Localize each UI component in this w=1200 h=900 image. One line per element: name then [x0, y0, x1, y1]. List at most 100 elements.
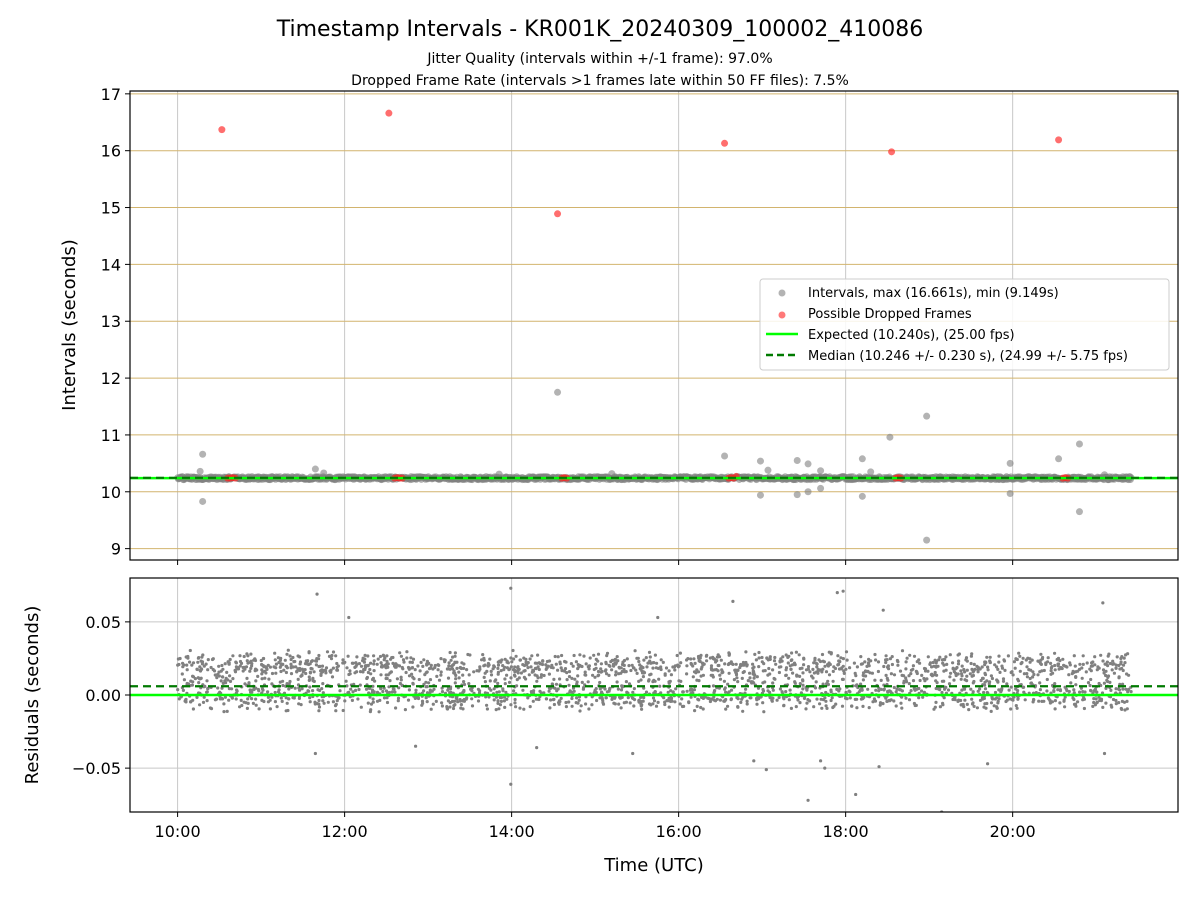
residual-point — [357, 662, 361, 666]
residual-point — [583, 673, 587, 677]
residual-point — [960, 672, 964, 676]
residual-point — [784, 666, 789, 670]
residual-point — [494, 695, 499, 699]
residual-point — [222, 702, 226, 706]
residual-point — [1106, 654, 1110, 658]
residual-point — [651, 696, 656, 700]
residual-point — [191, 680, 195, 684]
residual-point — [841, 677, 845, 682]
residual-point — [736, 697, 740, 701]
residual-point — [478, 665, 482, 669]
residual-point — [647, 678, 651, 682]
residual-point — [722, 699, 726, 703]
residual-point — [195, 695, 199, 700]
residual-point — [1114, 702, 1118, 706]
residual-point — [957, 652, 962, 656]
residual-point — [899, 701, 903, 705]
residual-point — [567, 675, 572, 679]
residual-point — [512, 673, 517, 677]
residual-point — [1095, 668, 1099, 672]
residual-point — [824, 670, 829, 674]
residual-point — [614, 673, 618, 677]
residual-point — [751, 662, 755, 666]
residual-point — [341, 708, 345, 713]
residual-point — [615, 655, 619, 659]
residual-point — [972, 704, 976, 709]
residual-point — [771, 681, 775, 685]
residual-point — [853, 697, 857, 702]
residual-point — [206, 668, 210, 672]
residual-point — [613, 657, 618, 662]
residual-point — [297, 702, 301, 706]
residual-point — [422, 658, 426, 662]
residual-point — [890, 662, 895, 667]
residual-point — [472, 670, 476, 674]
residual-point — [710, 697, 714, 701]
residual-point — [693, 709, 697, 713]
interval-outlier-point — [608, 470, 616, 478]
residual-point — [556, 668, 560, 672]
residual-point — [736, 668, 740, 672]
residual-point — [298, 666, 302, 671]
residual-point — [331, 650, 336, 654]
residual-point — [625, 657, 629, 661]
interval-outlier-point — [756, 491, 764, 499]
residual-point — [563, 667, 568, 671]
residual-point — [519, 671, 524, 675]
y-tick-label: 9 — [111, 540, 121, 559]
residual-point — [1053, 668, 1057, 672]
residual-point — [885, 699, 889, 704]
residual-point — [911, 664, 916, 668]
residual-point — [395, 677, 399, 681]
residual-point — [317, 698, 321, 703]
residual-point — [278, 665, 282, 669]
residual-point — [805, 701, 809, 705]
residual-point — [639, 704, 643, 708]
residual-point — [1027, 668, 1031, 672]
residual-point — [716, 663, 720, 668]
residual-point — [816, 671, 820, 675]
residual-point — [627, 664, 631, 668]
residual-point — [1044, 662, 1048, 667]
residual-point — [745, 699, 749, 703]
residual-point — [375, 662, 379, 666]
residual-point — [691, 675, 695, 679]
residual-point — [1042, 668, 1046, 673]
residual-point — [1081, 654, 1085, 658]
residual-point — [669, 698, 673, 702]
residual-point — [639, 678, 643, 682]
residual-point — [957, 659, 961, 663]
residual-point — [570, 676, 574, 681]
residual-point — [476, 699, 481, 703]
residual-point — [757, 697, 761, 701]
residual-point — [244, 665, 249, 669]
residual-point — [874, 658, 878, 662]
residual-point — [379, 673, 383, 677]
residual-point — [993, 690, 998, 695]
residual-point — [338, 689, 342, 693]
residual-point — [659, 691, 663, 695]
residual-point — [904, 678, 908, 683]
residual-point — [996, 667, 1000, 672]
residual-point — [637, 699, 641, 703]
y-tick-label: −0.05 — [72, 759, 121, 778]
residual-point — [941, 661, 945, 665]
residual-point — [253, 657, 257, 661]
residual-point — [663, 702, 667, 707]
residual-point — [177, 697, 181, 701]
residuals-panel: 0.05 0.00 −0.05 10:00 12:00 14:00 16:00 18:00 20… — [72, 577, 1179, 841]
residual-point — [1050, 700, 1054, 704]
residual-point — [673, 700, 677, 704]
residual-point — [980, 665, 984, 669]
residual-point — [446, 676, 451, 680]
residual-point — [894, 690, 898, 694]
residual-point — [460, 661, 464, 665]
residual-point — [959, 677, 963, 681]
residual-point — [249, 666, 253, 671]
residual-point — [934, 679, 938, 683]
residual-point — [755, 675, 759, 679]
residual-point — [848, 666, 852, 670]
residual-point — [522, 707, 526, 711]
residual-point — [391, 655, 395, 660]
residual-point — [552, 677, 556, 682]
